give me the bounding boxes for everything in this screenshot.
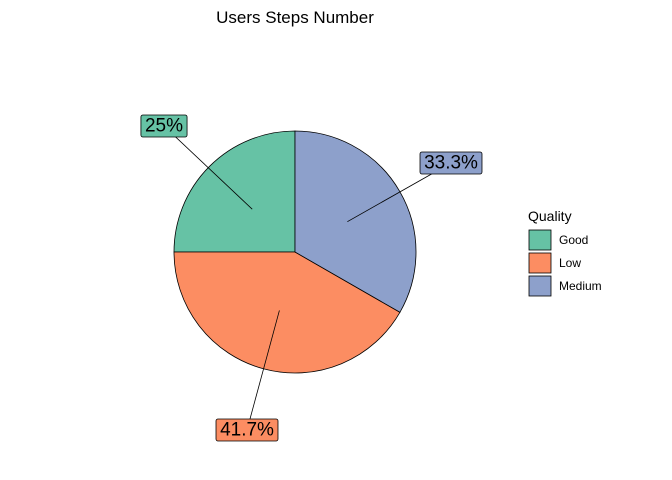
legend-key	[528, 275, 552, 297]
data-label-good: 25%	[140, 114, 253, 210]
legend-item-medium: Medium	[528, 275, 602, 297]
legend-item-good: Good	[528, 229, 588, 251]
pie-slices	[173, 130, 417, 374]
chart-title: Users Steps Number	[216, 8, 374, 27]
legend-item-low: Low	[528, 252, 581, 274]
data-label-box	[140, 114, 188, 138]
data-label-low: 41.7%	[215, 310, 280, 442]
legend-title: Quality	[528, 208, 572, 224]
data-label-text: 41.7%	[220, 420, 274, 441]
legend-label: Low	[559, 256, 581, 270]
legend-label: Medium	[559, 279, 602, 293]
leader-line	[246, 310, 280, 431]
data-label-text: 25%	[145, 116, 183, 137]
data-label-box	[419, 151, 483, 175]
legend-key	[528, 229, 552, 251]
legend: Quality Good Low Medium	[528, 208, 602, 297]
legend-key	[528, 252, 552, 274]
leader-line	[163, 125, 253, 210]
data-labels: 25% 41.7% 33.3%	[140, 114, 483, 442]
data-label-box	[215, 418, 279, 442]
legend-label: Good	[559, 233, 588, 247]
pie-slice-good	[173, 130, 296, 253]
data-label-text: 33.3%	[424, 153, 478, 174]
pie-slice-medium	[294, 130, 417, 313]
data-label-medium: 33.3%	[347, 151, 483, 223]
